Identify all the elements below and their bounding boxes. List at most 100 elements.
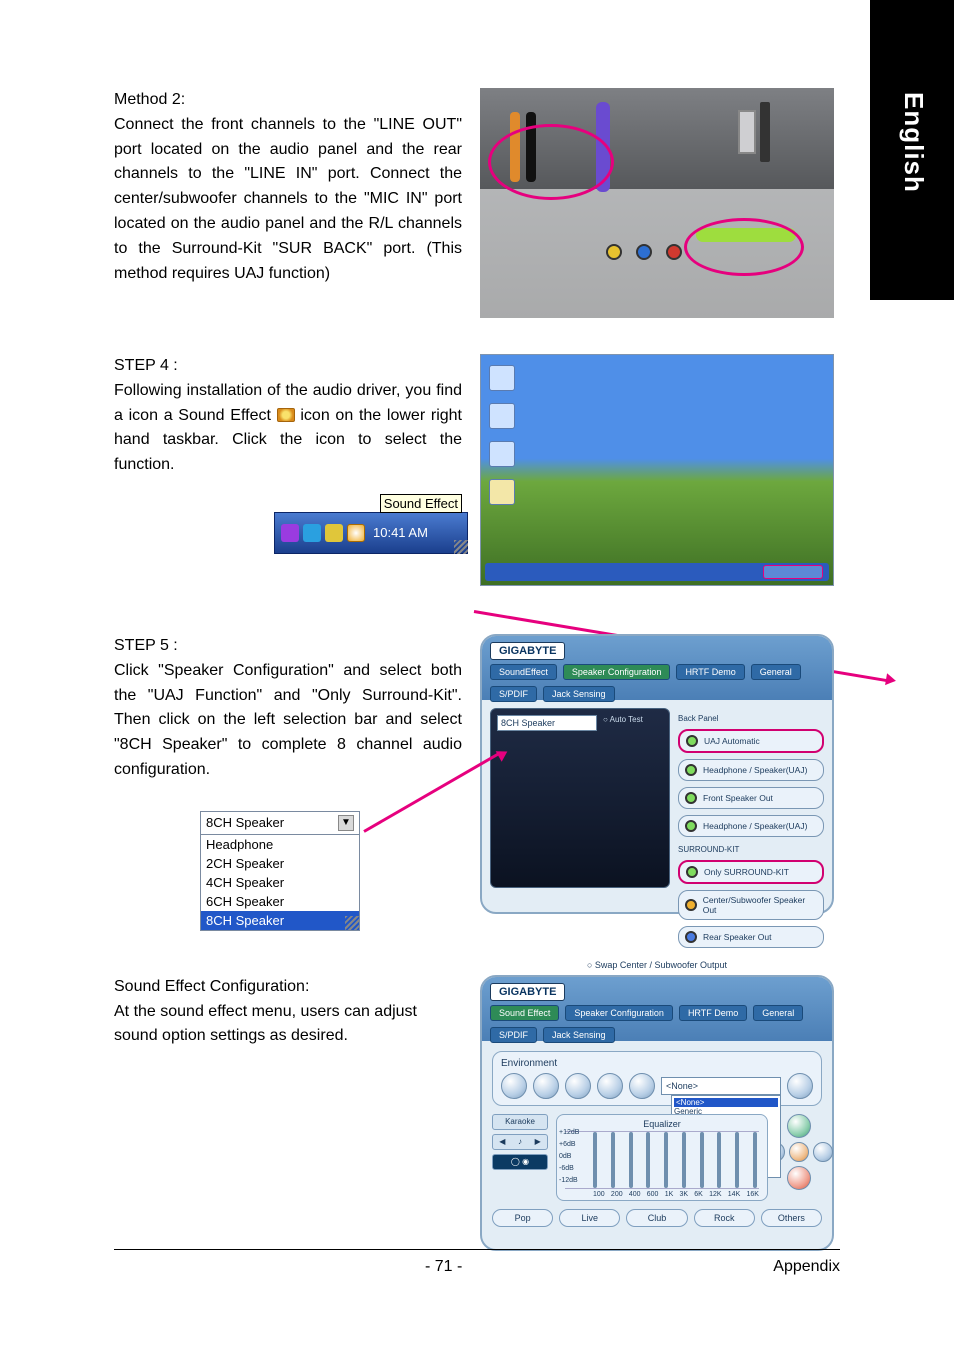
- resize-grip: [345, 916, 359, 930]
- soundfx-title: Sound Effect Configuration:: [114, 975, 462, 1000]
- opt-center-sub[interactable]: Center/Subwoofer Speaker Out: [678, 890, 824, 920]
- tab-jack-sensing[interactable]: Jack Sensing: [543, 1027, 615, 1043]
- env-preset-icon[interactable]: [501, 1073, 527, 1099]
- dropdown-option[interactable]: 4CH Speaker: [201, 873, 359, 892]
- auto-test[interactable]: ○ Auto Test: [603, 715, 643, 724]
- tab-spdif[interactable]: S/PDIF: [490, 686, 537, 702]
- surround-label: SURROUND-KIT: [678, 845, 824, 854]
- method2-row: Method 2: Connect the front channels to …: [114, 88, 840, 318]
- speaker-room-preview: 8CH Speaker ○ Auto Test: [490, 708, 670, 888]
- tab-general[interactable]: General: [753, 1005, 803, 1021]
- desktop-icon[interactable]: [489, 479, 515, 505]
- opt-front-out[interactable]: Front Speaker Out: [678, 787, 824, 809]
- eq-btn-center[interactable]: [789, 1142, 809, 1162]
- environment-box: Environment <None> <None> Ge: [492, 1051, 822, 1106]
- desktop-screenshot: [480, 354, 834, 586]
- panel-header: GIGABYTE SoundEffect Speaker Configurati…: [482, 636, 832, 700]
- tray-icon-1[interactable]: [281, 524, 299, 542]
- back-panel-label: Back Panel: [678, 714, 824, 723]
- env-preset-icon[interactable]: [629, 1073, 655, 1099]
- jack-icon: [685, 820, 697, 832]
- tab-soundeffect[interactable]: SoundEffect: [490, 664, 557, 680]
- dropdown-option[interactable]: 6CH Speaker: [201, 892, 359, 911]
- step5-row: STEP 5 : Click "Speaker Configuration" a…: [114, 634, 840, 931]
- opt-hp-speaker[interactable]: Headphone / Speaker(UAJ): [678, 759, 824, 781]
- tab-speaker-config[interactable]: Speaker Configuration: [563, 664, 671, 680]
- tab-soundeffect[interactable]: Sound Effect: [490, 1005, 559, 1021]
- callout-arrow-head: [885, 673, 897, 686]
- tab-general[interactable]: General: [751, 664, 801, 680]
- dropdown-option-highlighted[interactable]: 8CH Speaker: [201, 911, 359, 930]
- tab-spdif[interactable]: S/PDIF: [490, 1027, 537, 1043]
- eq-btn-down[interactable]: [787, 1166, 811, 1190]
- preset-others[interactable]: Others: [761, 1209, 822, 1227]
- preset-rock[interactable]: Rock: [694, 1209, 755, 1227]
- taskbar-tray-closeup: Sound Effect 10:41 AM: [274, 512, 468, 554]
- sound-effect-tooltip: Sound Effect: [380, 494, 462, 513]
- env-preset-icon[interactable]: [533, 1073, 559, 1099]
- jack-icon: [686, 735, 698, 747]
- jack-icon: [685, 792, 697, 804]
- tab-hrtf[interactable]: HRTF Demo: [676, 664, 744, 680]
- jack-icon: [685, 899, 697, 911]
- tab-speaker-config[interactable]: Speaker Configuration: [565, 1005, 673, 1021]
- speaker-dropdown-enlarged[interactable]: 8CH Speaker ▼ Headphone 2CH Speaker 4CH …: [200, 811, 360, 931]
- equalizer-label: Equalizer: [565, 1119, 759, 1129]
- page-footer: - 71 - Appendix: [114, 1249, 840, 1276]
- soundfx-row: Sound Effect Configuration: At the sound…: [114, 975, 840, 1251]
- step4-body: Following installation of the audio driv…: [114, 379, 462, 478]
- dropdown-option[interactable]: Headphone: [201, 835, 359, 854]
- step4-row: STEP 4 : Following installation of the a…: [114, 354, 840, 586]
- env-preset-icon[interactable]: [565, 1073, 591, 1099]
- opt-hp-speaker2[interactable]: Headphone / Speaker(UAJ): [678, 815, 824, 837]
- page-content: Method 2: Connect the front channels to …: [114, 88, 840, 1251]
- gigabyte-logo: GIGABYTE: [490, 642, 565, 660]
- speaker-config-body: 8CH Speaker ○ Auto Test Back Panel UAJ A…: [482, 700, 832, 956]
- audio-ports-photo: [480, 88, 834, 318]
- dropdown-option[interactable]: 2CH Speaker: [201, 854, 359, 873]
- preset-club[interactable]: Club: [626, 1209, 687, 1227]
- desktop-icon[interactable]: [489, 403, 515, 429]
- preset-pop[interactable]: Pop: [492, 1209, 553, 1227]
- step4-title: STEP 4 :: [114, 354, 462, 379]
- language-tab-text: English: [898, 92, 929, 193]
- env-option[interactable]: <None>: [674, 1098, 778, 1108]
- karaoke-voice-cancel[interactable]: ◯ ◉: [492, 1154, 548, 1170]
- eq-btn-right[interactable]: [813, 1142, 833, 1162]
- panel-tabs: SoundEffect Speaker Configuration HRTF D…: [490, 664, 824, 702]
- opt-only-surround-kit[interactable]: Only SURROUND-KIT: [678, 860, 824, 884]
- eq-presets: Pop Live Club Rock Others: [492, 1209, 822, 1227]
- tab-hrtf[interactable]: HRTF Demo: [679, 1005, 747, 1021]
- speaker-mode-select[interactable]: 8CH Speaker: [497, 715, 597, 731]
- desktop-icon[interactable]: [489, 441, 515, 467]
- system-tray[interactable]: 10:41 AM: [274, 512, 468, 554]
- step5-body: Click "Speaker Configuration" and select…: [114, 659, 462, 783]
- page-number: - 71 -: [425, 1258, 462, 1276]
- section-name: Appendix: [773, 1258, 840, 1276]
- tray-area-highlight: [763, 565, 823, 579]
- sound-effect-body: Environment <None> <None> Ge: [482, 1041, 832, 1237]
- opt-rear[interactable]: Rear Speaker Out: [678, 926, 824, 948]
- environment-select[interactable]: <None>: [661, 1077, 781, 1095]
- desktop-icon[interactable]: [489, 365, 515, 391]
- tab-jack-sensing[interactable]: Jack Sensing: [543, 686, 615, 702]
- tray-icon-3[interactable]: [325, 524, 343, 542]
- sound-effect-tray-icon[interactable]: [347, 524, 365, 542]
- tray-icon-2[interactable]: [303, 524, 321, 542]
- env-apply-icon[interactable]: [787, 1073, 813, 1099]
- dropdown-arrow-icon[interactable]: ▼: [338, 815, 354, 831]
- opt-uaj-auto[interactable]: UAJ Automatic: [678, 729, 824, 753]
- preset-live[interactable]: Live: [559, 1209, 620, 1227]
- eq-sliders[interactable]: [565, 1131, 759, 1189]
- language-tab: English: [870, 0, 954, 300]
- karaoke-pitch[interactable]: ◀♪▶: [492, 1134, 548, 1150]
- env-preset-icon[interactable]: [597, 1073, 623, 1099]
- dropdown-selected-text: 8CH Speaker: [206, 815, 284, 830]
- tray-clock: 10:41 AM: [373, 525, 428, 540]
- eq-btn-up[interactable]: [787, 1114, 811, 1138]
- equalizer-box: Equalizer +12dB +6dB 0dB -6dB -12dB: [556, 1114, 768, 1201]
- eq-control-buttons: [776, 1114, 822, 1190]
- panel-tabs: Sound Effect Speaker Configuration HRTF …: [490, 1005, 824, 1043]
- taskbar[interactable]: [485, 563, 829, 581]
- dropdown-selected[interactable]: 8CH Speaker ▼: [201, 812, 359, 835]
